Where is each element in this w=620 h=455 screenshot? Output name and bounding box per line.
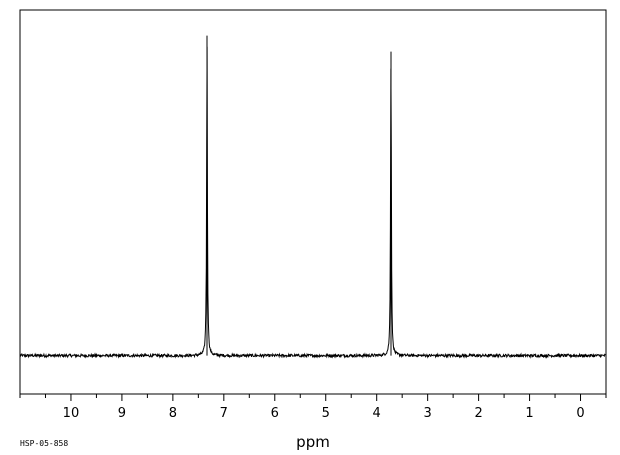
x-tick-label: 9 — [118, 406, 126, 421]
x-tick-label: 10 — [63, 406, 80, 421]
x-axis-tick-labels: 10 9 8 7 6 5 4 3 2 1 0 — [63, 406, 585, 421]
spectrum-line — [19, 35, 606, 359]
x-tick-label: 8 — [169, 406, 177, 421]
x-tick-label: 4 — [373, 406, 381, 421]
x-tick-label: 0 — [576, 406, 584, 421]
x-tick-label: 3 — [424, 406, 432, 421]
x-tick-label: 2 — [474, 406, 482, 421]
x-tick-label: 5 — [322, 406, 330, 421]
x-tick-label: 7 — [220, 406, 228, 421]
x-tick-label: 1 — [525, 406, 533, 421]
x-axis-label: ppm — [296, 433, 330, 451]
plot-frame — [19, 9, 607, 395]
x-tick-label: 6 — [271, 406, 279, 421]
x-axis-ticks — [19, 394, 607, 401]
footer-code: HSP-05-858 — [20, 439, 68, 448]
